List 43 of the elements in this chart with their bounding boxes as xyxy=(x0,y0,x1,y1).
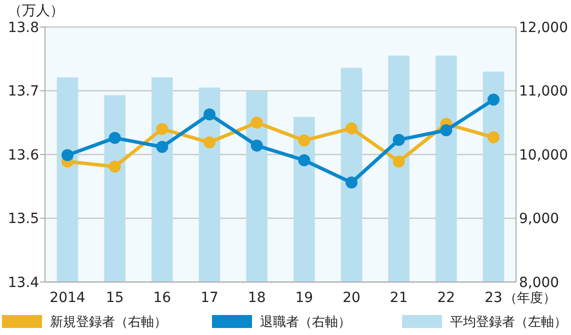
legend-label: 平均登録者（左軸） xyxy=(450,315,567,330)
point xyxy=(488,94,500,106)
x-tick-label: 18 xyxy=(248,290,266,306)
x-axis-title: （年度） xyxy=(504,290,556,306)
y2-tick-label: 11,000 xyxy=(519,84,568,100)
point xyxy=(298,154,310,166)
point xyxy=(346,122,358,134)
x-tick-label: 16 xyxy=(153,290,172,306)
x-tick-label: 17 xyxy=(200,290,218,306)
y-tick-label: 13.4 xyxy=(8,274,40,291)
y2-tick-label: 8,000 xyxy=(519,274,560,291)
point xyxy=(392,156,405,168)
point xyxy=(203,108,216,120)
y2-tick-label: 10,000 xyxy=(519,147,568,164)
y-axis-title: （万人） xyxy=(8,3,64,19)
point xyxy=(108,160,121,173)
point xyxy=(346,176,358,189)
legend-label: 退職者（右軸） xyxy=(260,315,351,330)
point xyxy=(156,123,168,135)
x-tick-label: 15 xyxy=(106,290,124,306)
x-tick-label: 21 xyxy=(390,290,408,306)
y2-tick-label: 12,000 xyxy=(519,20,568,36)
x-tick-label: 19 xyxy=(295,290,314,306)
point xyxy=(61,149,74,162)
point xyxy=(392,134,405,146)
point xyxy=(440,124,452,136)
y2-tick-label: 9,000 xyxy=(519,211,560,228)
point xyxy=(250,116,263,129)
x-tick-label: 20 xyxy=(342,290,360,306)
legend-label: 新規登録者（右軸） xyxy=(50,315,167,330)
point xyxy=(298,134,310,146)
point xyxy=(250,140,263,152)
x-tick-label: 22 xyxy=(437,290,456,306)
x-tick-label: 23 xyxy=(484,290,502,306)
point xyxy=(488,131,500,144)
y-tick-label: 13.6 xyxy=(8,147,40,164)
point xyxy=(156,140,168,153)
point xyxy=(203,136,216,148)
point xyxy=(108,132,121,144)
y-tick-label: 13.8 xyxy=(8,20,39,36)
y-tick-label: 13.5 xyxy=(8,211,39,228)
x-tick-label: 2014 xyxy=(50,290,86,306)
y-tick-label: 13.7 xyxy=(8,84,39,100)
